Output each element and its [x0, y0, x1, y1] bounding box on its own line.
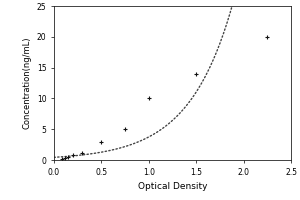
- Y-axis label: Concentration(ng/mL): Concentration(ng/mL): [22, 37, 31, 129]
- X-axis label: Optical Density: Optical Density: [138, 182, 207, 191]
